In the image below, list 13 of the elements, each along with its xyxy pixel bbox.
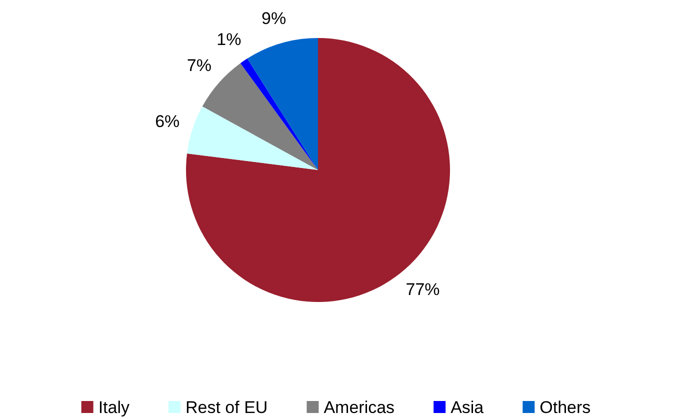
- legend-label: Rest of EU: [186, 398, 268, 417]
- legend-label: Italy: [98, 398, 130, 417]
- legend-label: Others: [540, 398, 591, 417]
- data-label: 9%: [262, 8, 286, 28]
- data-label: 1%: [216, 30, 242, 49]
- legend-label: Asia: [450, 398, 484, 417]
- data-label: 6%: [155, 112, 180, 131]
- pie-slice: [247, 38, 318, 170]
- legend-label: Americas: [324, 398, 395, 417]
- data-label: 77%: [406, 280, 440, 299]
- data-label: 7%: [186, 56, 212, 76]
- pie-slice: [187, 106, 318, 170]
- pie-slice: [240, 58, 318, 170]
